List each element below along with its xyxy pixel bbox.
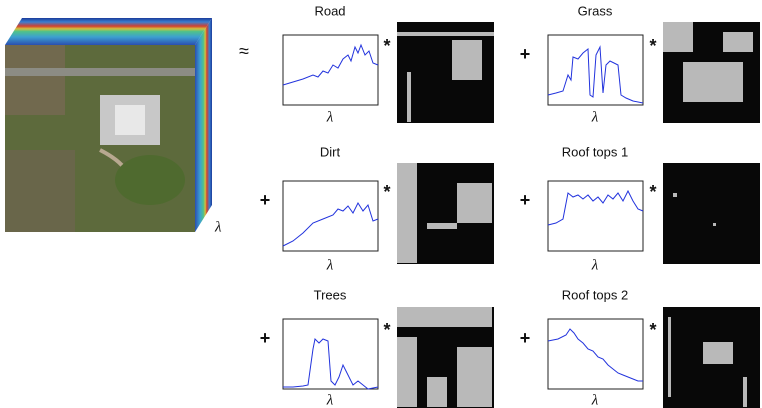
times-sign: * — [649, 182, 656, 202]
spectrum-curve — [283, 337, 379, 390]
cube-lambda: λ — [214, 219, 222, 235]
panel-title: Grass — [578, 3, 613, 18]
panel-title: Trees — [314, 287, 347, 302]
abundance-region — [673, 193, 677, 197]
abundance-region — [397, 163, 417, 263]
times-sign: * — [383, 36, 390, 56]
abundance-region — [703, 342, 733, 364]
x-label: λ — [326, 392, 334, 408]
building — [115, 105, 145, 135]
plus-sign: + — [260, 190, 271, 210]
abundance-region — [397, 337, 417, 407]
panel-title: Road — [314, 3, 345, 18]
abundance-region — [427, 223, 457, 229]
hyperspectral-cube — [5, 18, 212, 232]
spectrum-curve — [282, 43, 379, 86]
times-sign: * — [383, 182, 390, 202]
abundance-region — [683, 62, 743, 102]
grass-field — [115, 155, 185, 205]
abundance-region — [397, 307, 492, 327]
spectrum-box — [282, 34, 379, 106]
times-sign: * — [383, 320, 390, 340]
plus-sign: + — [260, 328, 271, 348]
plus-sign: + — [520, 44, 531, 64]
panel-title: Dirt — [320, 144, 341, 159]
cube-top — [5, 18, 212, 45]
spectrum-box — [547, 34, 644, 106]
spectrum-curve — [547, 189, 644, 226]
town-area — [5, 45, 65, 115]
cube-side — [195, 18, 212, 232]
x-label: λ — [326, 257, 334, 273]
times-sign: * — [649, 320, 656, 340]
spectrum-curve — [547, 328, 643, 382]
times-sign: * — [649, 36, 656, 56]
abundance-map — [663, 163, 760, 264]
spectrum-curve — [547, 45, 644, 104]
plus-sign: + — [520, 190, 531, 210]
abundance-region — [457, 347, 492, 407]
abundance-region — [427, 377, 447, 407]
abundance-region — [397, 32, 494, 36]
abundance-region — [457, 183, 492, 223]
spectrum-box — [547, 318, 644, 390]
abundance-region — [668, 317, 671, 397]
approx-sign: ≈ — [239, 41, 249, 61]
x-label: λ — [591, 109, 599, 125]
town-area — [5, 150, 75, 232]
x-label: λ — [591, 257, 599, 273]
abundance-region — [407, 72, 411, 122]
road — [5, 68, 195, 76]
abundance-region — [663, 22, 693, 52]
abundance-region — [723, 32, 753, 52]
abundance-region — [452, 40, 482, 80]
abundance-region — [743, 377, 747, 407]
x-label: λ — [326, 109, 334, 125]
x-label: λ — [591, 392, 599, 408]
plus-sign: + — [520, 328, 531, 348]
abundance-region — [713, 223, 716, 226]
spectrum-curve — [282, 201, 379, 247]
panel-title: Roof tops 2 — [562, 287, 629, 302]
panel-title: Roof tops 1 — [562, 144, 629, 159]
